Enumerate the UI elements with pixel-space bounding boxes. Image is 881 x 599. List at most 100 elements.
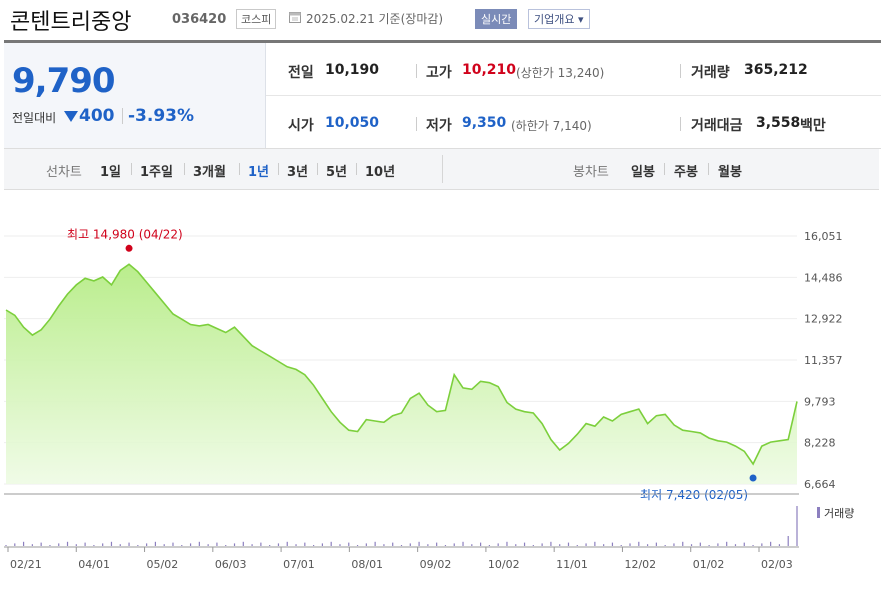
volume-bar [638,541,640,546]
price-chart[interactable]: 16,05114,48612,92211,3579,7938,2286,664 … [4,188,881,599]
period-10y[interactable]: 10년 [365,165,396,180]
divider [184,163,185,175]
volume-bar [277,543,280,546]
volume-bar [286,541,288,546]
divider [317,163,318,175]
volume-bar [374,541,376,546]
volume-value: 365,212 [744,62,808,78]
price-line [5,263,798,466]
volume-bar [102,543,104,546]
volume-bar [497,543,499,546]
volume-bar [567,542,570,546]
divider [131,163,132,175]
realtime-button[interactable]: 실시간 [475,9,518,29]
volume-bar [409,543,411,546]
x-tick-label: 05/02 [147,558,179,571]
volume-bar [603,544,605,546]
volume-bar [304,542,306,546]
change-label: 전일대비 [12,111,57,125]
y-tick-label: 8,228 [804,437,836,450]
volume-bar [585,543,587,546]
current-price: 9,790 [12,61,116,101]
divider [239,163,240,175]
volume-bar [163,544,165,546]
period-1d[interactable]: 1일 [100,165,122,180]
x-tick-label: 02/03 [761,558,793,571]
volume-bar [682,541,684,546]
divider [708,163,709,175]
volume-bar [365,543,367,546]
volume-bar [594,541,596,546]
x-tick-label: 04/01 [78,558,110,571]
volume-bar [655,542,657,546]
volume-bar [189,543,192,546]
x-tick-label: 10/02 [488,558,520,571]
y-tick-label: 12,922 [804,313,843,326]
low-value: 9,350 [462,115,507,131]
volume-bar [383,544,385,546]
volume-bar [128,542,130,546]
volume-bar [734,544,737,546]
volume-bar [770,541,772,546]
volume-bar [313,545,315,546]
volume-bar [392,542,394,546]
volume-bar [225,545,227,546]
volume-bar [330,541,332,546]
volume-bar [31,544,33,546]
open-label: 시가 [288,118,314,134]
stock-name: 콘텐트리중앙 [10,10,132,35]
volume-legend-swatch [817,507,820,518]
volume-bar [778,544,781,546]
open-value: 10,050 [325,115,380,131]
volume-bar [356,545,359,546]
lower-limit: (하한가 7,140) [511,119,592,133]
volume-bar [796,506,798,546]
max-annotation: 최고 14,980 (04/22) [67,227,183,241]
x-tick-label: 09/02 [420,558,452,571]
high-value: 10,210 [462,62,517,78]
volume-bar [321,543,323,546]
volume-bar [172,542,174,546]
min-point [749,474,757,482]
x-tick-label: 02/21 [10,558,42,571]
volume-bar [93,545,95,546]
volume-bar [84,542,86,546]
period-3y[interactable]: 3년 [287,165,309,180]
volume-bar [462,541,464,546]
x-tick-label: 11/01 [556,558,588,571]
volume-bar [66,541,69,546]
candle-monthly[interactable]: 월봉 [718,165,742,180]
candle-daily[interactable]: 일봉 [631,165,655,180]
y-tick-label: 6,664 [804,478,836,491]
prev-close-value: 10,190 [325,62,380,78]
base-date: 2025.02.21 기준(장마감) [306,12,444,26]
chart-period-bar: 선차트 1일 1주일 3개월 1년 3년 5년 10년 봉차트 일봉 주봉 월봉 [4,148,879,190]
line-chart-label: 선차트 [46,165,82,180]
volume-bar [269,545,271,546]
divider [122,108,123,124]
candle-weekly[interactable]: 주봉 [674,165,698,180]
period-1y[interactable]: 1년 [248,165,270,180]
period-5y[interactable]: 5년 [326,165,348,180]
x-tick-label: 01/02 [693,558,725,571]
divider [416,64,417,78]
change-rate: -3.93% [128,106,195,126]
company-overview-dropdown[interactable]: 기업개요 ▾ [528,9,590,29]
volume-bar [717,543,719,546]
current-price-box: 9,790 전일대비 400 -3.93% [4,43,266,148]
x-axis: 02/21 04/01 05/02 06/03 07/01 08/01 09/02 10/02… [7,547,793,571]
period-3m[interactable]: 3개월 [193,165,226,180]
volume-bar [541,543,543,546]
divider [442,155,443,183]
price-area [6,264,797,484]
high-label: 고가 [426,65,452,81]
stock-code: 036420 [172,12,227,27]
candle-chart-label: 봉차트 [573,165,609,180]
price-summary: 9,790 전일대비 400 -3.93% 전일 10,190 고가 10,21… [4,43,881,149]
period-1w[interactable]: 1주일 [140,165,173,180]
volume-bar [752,545,754,546]
volume-bar [532,545,534,546]
volume-bar [576,545,578,546]
volume-bar [418,541,420,546]
volume-bar [181,545,183,546]
